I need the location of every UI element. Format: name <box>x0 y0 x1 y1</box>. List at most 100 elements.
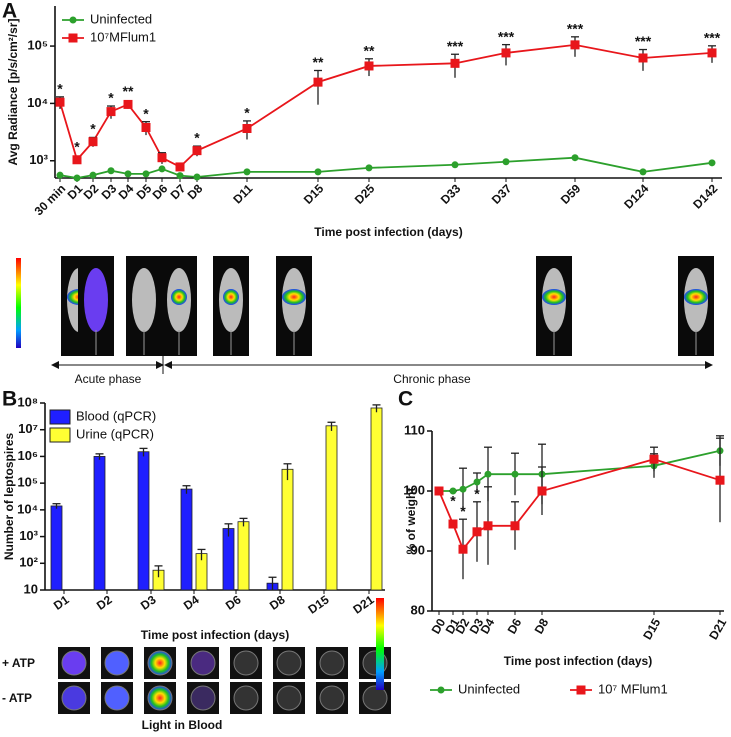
legend-swatch <box>49 427 71 443</box>
y-tick-label: 10³ <box>29 152 48 167</box>
x-tick-label: 30 min <box>32 181 69 218</box>
data-point <box>537 486 547 496</box>
signal <box>542 289 566 305</box>
series-line <box>439 449 721 492</box>
x-tick-label: D3 <box>138 592 159 612</box>
x-tick-label: D8 <box>532 616 552 637</box>
legend-label: Urine (qPCR) <box>76 426 154 441</box>
well-signal <box>147 650 173 676</box>
data-point <box>158 165 166 173</box>
data-point <box>56 171 64 179</box>
significance: *** <box>567 21 584 37</box>
y-tick-label: 10² <box>19 555 38 570</box>
row-label: - ATP <box>2 691 32 705</box>
data-point <box>449 487 457 495</box>
data-point <box>434 486 444 496</box>
significance: * <box>57 81 63 97</box>
colorbar <box>16 258 21 348</box>
y-tick-label: 10³ <box>19 528 38 543</box>
mouse-body <box>132 268 156 332</box>
series-line <box>59 43 713 169</box>
bar <box>50 505 63 591</box>
data-point <box>124 170 132 178</box>
bar <box>222 528 235 591</box>
x-tick-label: D3 <box>467 616 487 637</box>
bar <box>137 451 150 591</box>
x-tick-label: D0 <box>429 616 449 637</box>
data-point <box>448 519 458 529</box>
x-tick-label: D6 <box>505 616 525 637</box>
significance: * <box>143 105 149 121</box>
x-tick-label: D15 <box>640 616 663 642</box>
data-point <box>73 174 81 182</box>
y-tick-label: 10⁷ <box>18 421 38 436</box>
x-tick-label: D2 <box>453 616 473 637</box>
data-point <box>314 168 322 176</box>
data-point <box>243 168 251 176</box>
data-point <box>193 173 201 181</box>
y-axis-title: Avg Radiance [p/s/cm²/sr] <box>6 19 20 166</box>
y-tick-label: 10⁸ <box>17 394 38 409</box>
signal <box>171 289 187 305</box>
significance: *** <box>447 38 464 54</box>
legend-label: Blood (qPCR) <box>76 408 156 423</box>
well-signal <box>319 650 345 676</box>
x-tick-label: D2 <box>94 592 115 612</box>
legend-swatch <box>49 409 71 425</box>
x-tick-label: D21 <box>350 592 376 616</box>
data-point <box>242 124 252 134</box>
x-tick-label: D4 <box>478 616 498 637</box>
x-tick-label: D33 <box>438 181 464 207</box>
x-tick-label: D25 <box>352 181 378 207</box>
signal <box>684 289 708 305</box>
data-point <box>473 478 481 486</box>
x-tick-label: D11 <box>230 181 255 206</box>
data-point <box>141 123 151 133</box>
well-signal <box>104 685 130 711</box>
panel-letter: B <box>2 388 17 411</box>
x-axis-title: Time post infection (days) <box>141 628 289 642</box>
well-signal <box>190 685 216 711</box>
data-point <box>192 146 202 156</box>
data-point <box>157 153 167 163</box>
data-point <box>638 53 648 63</box>
significance: ** <box>123 83 134 99</box>
significance: * <box>194 129 200 145</box>
data-point <box>459 485 467 493</box>
data-point <box>106 107 116 117</box>
well-signal <box>319 685 345 711</box>
assay-caption: Light in Blood <box>142 718 223 732</box>
y-tick-label: 90 <box>411 542 425 557</box>
x-tick-label: D124 <box>621 181 651 211</box>
data-point <box>511 470 519 478</box>
data-point <box>364 61 374 71</box>
mouse-body <box>84 268 108 332</box>
well-signal <box>276 650 302 676</box>
panel-letter: A <box>2 0 17 23</box>
significance: * <box>108 90 114 106</box>
bar <box>281 468 294 591</box>
legend-marker <box>68 33 78 43</box>
well-signal <box>362 685 388 711</box>
row-label: + ATP <box>2 656 35 670</box>
well-signal <box>233 685 259 711</box>
significance: * <box>244 105 250 121</box>
data-point <box>72 155 82 165</box>
significance: * <box>74 138 80 154</box>
bar <box>325 425 338 591</box>
x-tick-label: D1 <box>443 616 463 637</box>
data-point <box>502 158 510 166</box>
data-point <box>107 167 115 175</box>
well-signal <box>233 650 259 676</box>
data-point <box>483 521 493 531</box>
legend-label: 10⁷ MFlum1 <box>598 681 668 696</box>
well-signal <box>190 650 216 676</box>
bar <box>93 456 106 591</box>
legend-label: Uninfected <box>458 681 520 696</box>
well-signal <box>276 685 302 711</box>
y-tick-label: 10⁵ <box>27 38 48 53</box>
signal <box>223 289 239 305</box>
legend-marker <box>437 686 445 694</box>
x-tick-label: D4 <box>181 592 202 612</box>
